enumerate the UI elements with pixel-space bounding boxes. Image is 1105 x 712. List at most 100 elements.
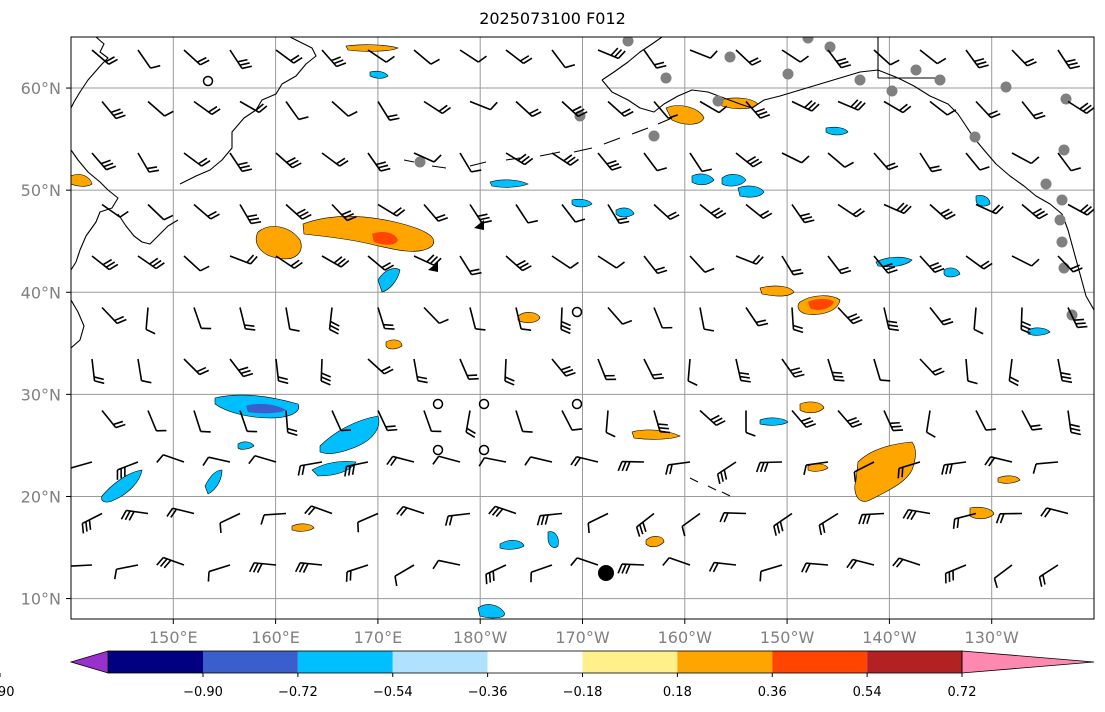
wind-barb	[801, 562, 829, 573]
coastline-kamchatka	[71, 149, 119, 271]
wind-barb	[803, 461, 829, 475]
wind-barb	[229, 254, 258, 265]
wind-barb	[285, 101, 309, 121]
wind-barb	[469, 307, 486, 331]
wind-barb	[745, 307, 769, 327]
contour-patch-negative	[547, 531, 559, 548]
colorbar-segment	[772, 651, 868, 673]
wind-barb	[386, 455, 415, 467]
wind-barb	[515, 204, 539, 224]
colorbar-frame	[107, 650, 963, 674]
wind-barb	[551, 49, 576, 69]
contour-patch-strong	[808, 299, 834, 310]
station-dot	[1058, 144, 1070, 156]
wind-barb	[285, 410, 298, 436]
wind-barb	[137, 152, 160, 173]
lon-tick-label: 130°W	[965, 628, 1020, 647]
wind-barb	[745, 410, 756, 437]
wind-barb	[975, 410, 996, 431]
wind-barb	[965, 152, 990, 171]
wind-barb	[735, 358, 751, 383]
station-dot	[1000, 81, 1012, 93]
contour-patch-negative	[477, 604, 505, 619]
wind-barb	[396, 505, 425, 517]
station-dot	[782, 68, 794, 80]
calm-wind-circle	[202, 75, 214, 87]
station-dot	[1040, 178, 1052, 190]
wind-barb	[321, 255, 350, 268]
contour-patch-negative	[499, 540, 525, 550]
wind-barb	[367, 49, 395, 63]
wind-barb	[827, 255, 852, 275]
wind-barb	[432, 455, 461, 465]
wind-barb	[530, 564, 553, 583]
calm-wind-circle	[571, 398, 583, 410]
wind-barb	[735, 49, 762, 66]
wind-barb	[873, 255, 898, 274]
wind-barb	[1020, 307, 1032, 335]
wind-barb	[827, 358, 845, 382]
contour-patch-negative	[825, 126, 849, 136]
wind-barb	[357, 512, 379, 533]
wind-barb	[1008, 358, 1020, 387]
wind-barb	[759, 564, 783, 582]
wind-barb	[413, 254, 442, 266]
wind-barb	[183, 255, 210, 272]
wind-barb	[1067, 100, 1094, 115]
contour-patch-positive	[854, 441, 916, 502]
wind-barb	[304, 505, 333, 516]
station-dot	[414, 156, 426, 168]
wind-barb	[919, 152, 942, 173]
wind-barb	[653, 410, 671, 434]
wind-barb	[827, 152, 854, 168]
wind-barb	[275, 358, 289, 385]
lon-tick-label: 150°E	[149, 628, 198, 647]
wind-barb	[459, 255, 482, 276]
contour-patch-positive	[517, 312, 541, 324]
wind-barb	[505, 255, 532, 272]
wind-barb	[607, 204, 630, 225]
wind-barb	[897, 461, 921, 479]
contour-patch-negative	[615, 207, 635, 218]
wind-barb	[781, 255, 804, 276]
lon-tick-label: 160°W	[658, 628, 713, 647]
lat-tick-label: 40°N	[21, 283, 61, 302]
wind-barb	[229, 358, 254, 378]
contour-patch-negative	[571, 198, 593, 208]
contour-patch-positive	[71, 174, 93, 187]
wind-barb	[465, 410, 476, 438]
station-dot	[802, 37, 814, 44]
wind-barb	[469, 100, 498, 111]
wind-barb	[331, 100, 358, 117]
wind-barb	[995, 512, 1023, 524]
wind-barb	[570, 557, 599, 567]
wind-barb	[883, 100, 912, 114]
wind-barb	[1057, 49, 1080, 70]
colorbar-segment	[203, 651, 298, 673]
wind-barb	[607, 306, 633, 325]
wind-barb	[561, 410, 583, 431]
contour-patch-very-negative	[246, 403, 286, 414]
wind-barb	[1067, 203, 1094, 216]
colorbar-extend-high	[961, 650, 1095, 674]
station-markers	[202, 37, 1078, 581]
colorbar-tick-label: −0.72	[278, 685, 318, 700]
contour-patch-negative	[369, 70, 389, 79]
wind-barb	[883, 307, 899, 332]
contour-patch-positive	[385, 339, 403, 350]
wind-barb	[444, 512, 471, 526]
wind-barb	[791, 204, 815, 224]
contour-patch-negative	[489, 179, 529, 188]
wind-barb	[965, 255, 993, 270]
wind-barb	[653, 203, 680, 221]
wind-barb	[423, 306, 449, 325]
wind-barb	[91, 49, 118, 65]
wind-barb	[892, 557, 921, 568]
wind-barb	[239, 100, 268, 114]
contour-patch-negative	[204, 469, 223, 495]
wind-barb	[791, 100, 820, 112]
colorbar-segment	[392, 651, 488, 673]
wind-barb	[432, 559, 461, 570]
wind-barb	[745, 100, 771, 119]
gridlines	[71, 37, 1094, 619]
